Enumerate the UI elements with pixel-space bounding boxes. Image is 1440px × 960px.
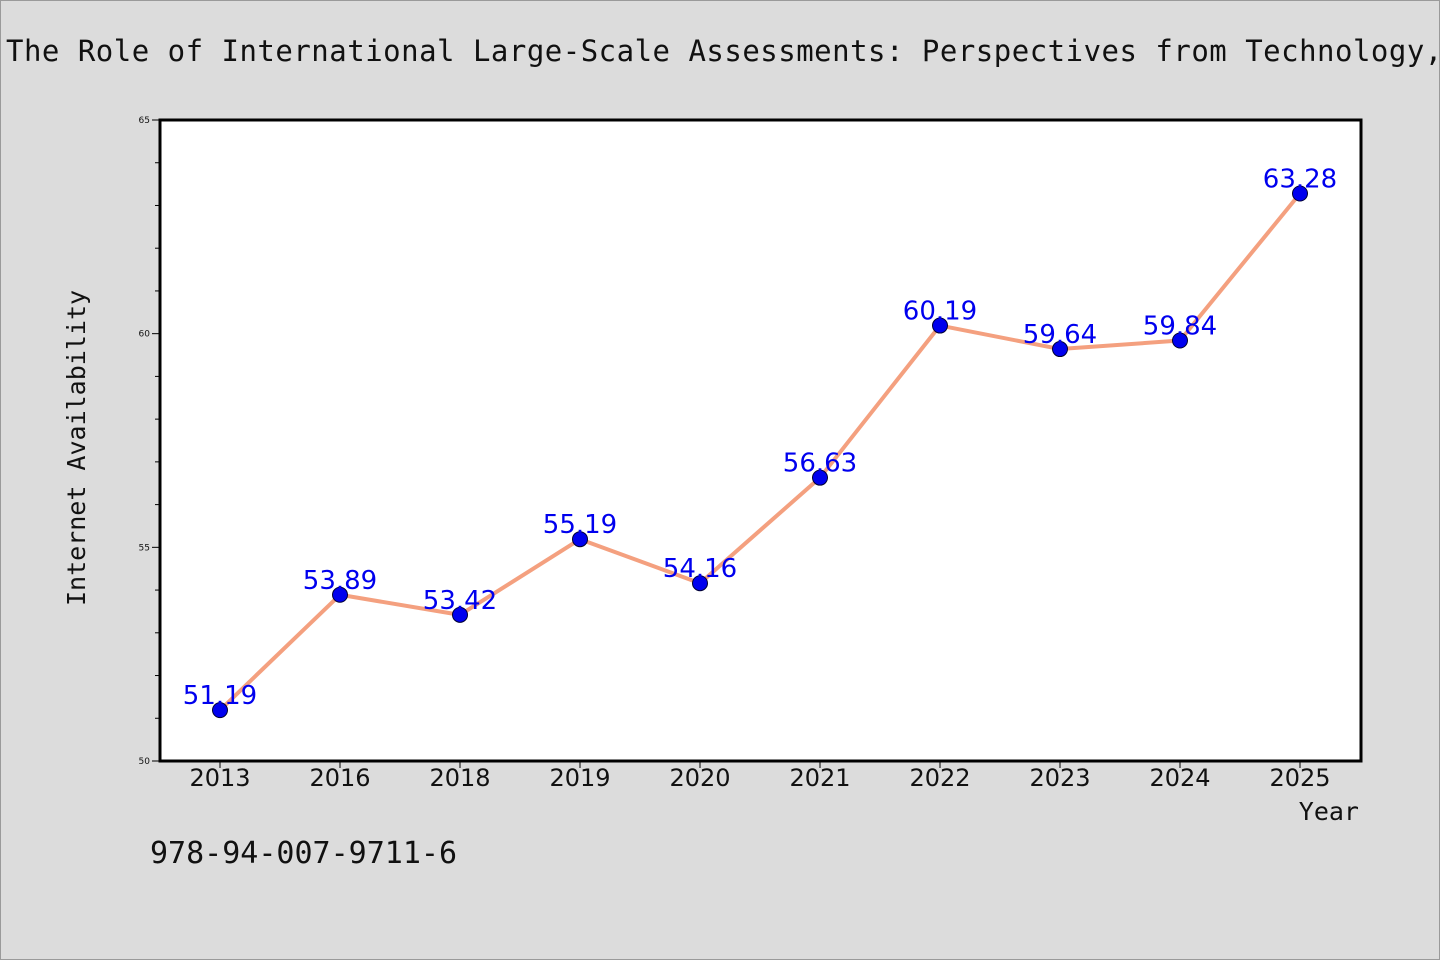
data-point (332, 586, 348, 603)
data-point (692, 575, 708, 592)
y-tick-label: 65 (139, 116, 150, 126)
data-label: 63.28 (1263, 165, 1337, 195)
data-label: 51.19 (183, 681, 257, 711)
series-markers (212, 185, 1308, 719)
data-point (1052, 341, 1068, 358)
x-tick-label: 2025 (1269, 764, 1330, 792)
data-label: 59.64 (1023, 320, 1097, 350)
data-label: 56.63 (783, 449, 857, 479)
data-label: 53.42 (423, 586, 497, 616)
y-tick-label: 55 (139, 543, 150, 553)
data-point (1172, 332, 1188, 349)
x-tick-label: 2013 (189, 764, 250, 792)
data-label: 60.19 (903, 297, 977, 327)
data-point (452, 606, 468, 623)
y-axis: 50 55 60 65 (139, 116, 160, 767)
series-line (218, 191, 1302, 713)
data-label: 55.19 (543, 510, 617, 540)
y-axis-label: Internet Availability (62, 290, 91, 606)
x-tick-label: 2021 (789, 764, 850, 792)
data-labels: 51.19 53.89 53.42 55.19 54.16 56.63 60.19 59.64… (183, 165, 1337, 712)
x-axis-label: Year (1299, 797, 1359, 826)
x-tick-label: 2018 (429, 764, 490, 792)
x-tick-label: 2023 (1029, 764, 1090, 792)
x-tick-label: 2020 (669, 764, 730, 792)
plot-area (158, 118, 1363, 763)
x-axis: 2013 2016 2018 2019 2020 2021 2022 2023 2024 2025 (189, 761, 1331, 792)
data-point (932, 317, 948, 334)
y-tick-label: 60 (139, 330, 151, 340)
data-label: 54.16 (663, 554, 737, 584)
x-tick-label: 2022 (909, 764, 970, 792)
data-point (812, 469, 828, 486)
chart-title: The Role of International Large-Scale As… (6, 34, 1440, 68)
series-lines (218, 191, 1302, 713)
data-point (212, 702, 228, 719)
x-tick-label: 2024 (1149, 764, 1210, 792)
data-point (572, 531, 588, 548)
data-label: 59.84 (1143, 312, 1217, 342)
x-tick-label: 2019 (549, 764, 610, 792)
data-point (1292, 185, 1308, 202)
data-label: 53.89 (303, 566, 377, 596)
isbn-text: 978-94-007-9711-6 (150, 836, 458, 871)
x-tick-label: 2016 (309, 764, 370, 792)
y-tick-label: 50 (139, 757, 151, 767)
